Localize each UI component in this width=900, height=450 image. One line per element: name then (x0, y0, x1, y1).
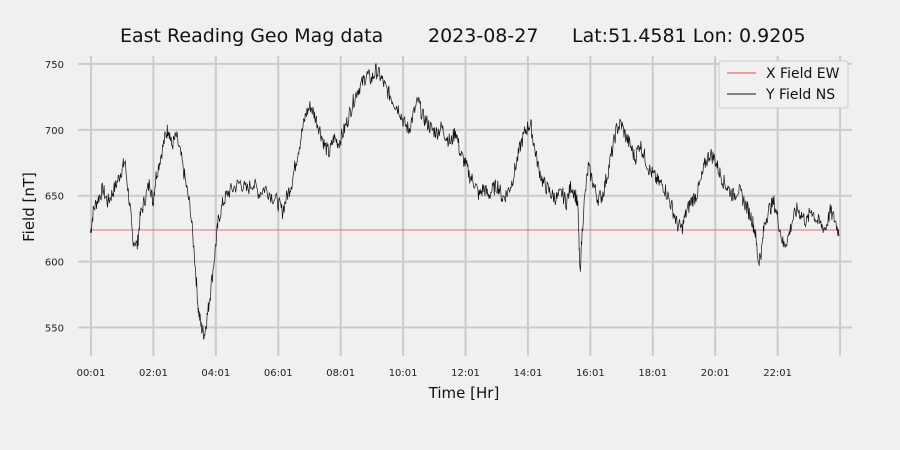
chart-title: East Reading Geo Mag data (120, 25, 383, 47)
x-tick-label: 08:01 (326, 368, 355, 379)
y-tick-label: 700 (45, 126, 64, 137)
legend-label-y-field: Y Field NS (765, 87, 835, 103)
y-axis-label: Field [nT] (20, 172, 38, 242)
chart-title-date: 2023-08-27 (428, 25, 538, 47)
series-layer (90, 63, 840, 341)
x-tick-labels: 00:01 02:01 04:01 06:01 08:01 10:01 12:01 14:01… (77, 368, 792, 379)
series-y-field-ns-line (90, 63, 840, 341)
y-tick-label: 750 (45, 60, 64, 71)
legend: X Field EW Y Field NS (718, 60, 849, 109)
x-tick-label: 00:01 (77, 368, 106, 379)
x-tick-label: 22:01 (763, 368, 792, 379)
x-tick-label: 02:01 (139, 368, 168, 379)
x-axis-label: Time [Hr] (428, 384, 500, 402)
x-tick-label: 10:01 (389, 368, 418, 379)
y-tick-labels: 550 600 650 700 750 (45, 60, 64, 335)
x-tick-label: 18:01 (638, 368, 667, 379)
x-tick-label: 14:01 (514, 368, 543, 379)
x-tick-label: 06:01 (264, 368, 293, 379)
x-tick-label: 12:01 (451, 368, 480, 379)
y-tick-label: 600 (45, 258, 64, 269)
chart-title-location: Lat:51.4581 Lon: 0.9205 (572, 25, 806, 47)
x-tick-label: 04:01 (201, 368, 230, 379)
legend-label-x-field: X Field EW (766, 66, 840, 82)
y-tick-label: 650 (45, 192, 64, 203)
y-tick-label: 550 (45, 324, 64, 335)
x-tick-label: 20:01 (701, 368, 730, 379)
x-tick-label: 16:01 (576, 368, 605, 379)
